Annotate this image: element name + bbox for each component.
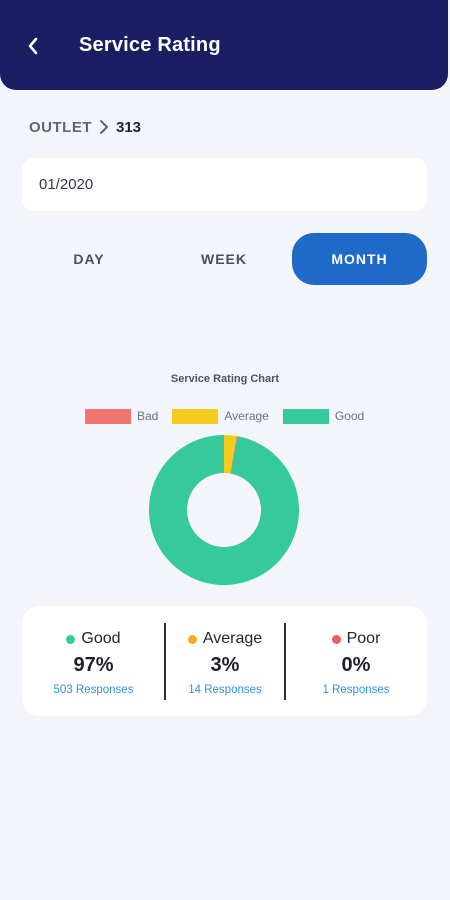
back-button[interactable]	[18, 30, 48, 62]
legend-swatch-bad	[85, 408, 131, 424]
stat-responses-average[interactable]: 14 Responses	[188, 684, 262, 696]
divider	[284, 623, 286, 700]
tab-month[interactable]: MONTH	[292, 233, 427, 285]
stat-good: Good 97% 503 Responses	[22, 606, 165, 716]
chevron-right-icon	[100, 120, 108, 134]
back-arrow-icon	[28, 37, 38, 55]
stat-average: Average 3% 14 Responses	[165, 606, 285, 716]
legend-swatch-good	[282, 408, 329, 424]
period-tabs: DAY WEEK MONTH	[22, 233, 427, 285]
tab-week[interactable]: WEEK	[201, 251, 247, 267]
legend-label-average: Average	[224, 409, 269, 423]
legend-label-bad: Bad	[137, 409, 159, 423]
breadcrumb: OUTLET 313	[29, 117, 141, 137]
chart-title: Service Rating Chart	[170, 373, 280, 385]
donut-slice-good	[149, 435, 299, 585]
stat-percent-poor: 0%	[341, 654, 371, 676]
poor-dot-icon	[331, 634, 341, 644]
divider	[164, 623, 166, 700]
stat-name-average: Average	[202, 630, 263, 647]
stats-card: Good 97% 503 Responses Average 3% 14 Res…	[22, 606, 427, 716]
stat-name-good: Good	[81, 630, 121, 647]
average-dot-icon	[187, 634, 197, 644]
page-title: Service Rating	[79, 34, 221, 56]
donut-slice-average	[224, 435, 237, 474]
legend-swatch-average	[172, 408, 219, 424]
tab-day[interactable]: DAY	[73, 251, 105, 267]
legend-item-average: Average	[172, 408, 269, 424]
stat-poor: Poor 0% 1 Responses	[285, 606, 427, 716]
breadcrumb-outlet-id: 313	[116, 118, 142, 136]
stat-responses-poor[interactable]: 1 Responses	[322, 684, 390, 696]
stat-percent-average: 3%	[210, 654, 240, 676]
donut-slice-bad	[230, 436, 238, 474]
stat-name-poor: Poor	[346, 630, 381, 647]
chart-legend: Bad Average Good	[85, 408, 378, 424]
legend-item-bad: Bad	[85, 408, 159, 424]
stat-responses-good[interactable]: 503 Responses	[53, 684, 134, 696]
good-dot-icon	[66, 634, 76, 644]
breadcrumb-outlet[interactable]: OUTLET	[29, 118, 92, 136]
app-header: Service Rating	[0, 0, 448, 90]
donut-chart	[149, 435, 299, 585]
stat-percent-good: 97%	[73, 654, 114, 676]
legend-label-good: Good	[334, 409, 365, 423]
date-field[interactable]	[22, 158, 427, 211]
legend-item-good: Good	[282, 408, 365, 424]
